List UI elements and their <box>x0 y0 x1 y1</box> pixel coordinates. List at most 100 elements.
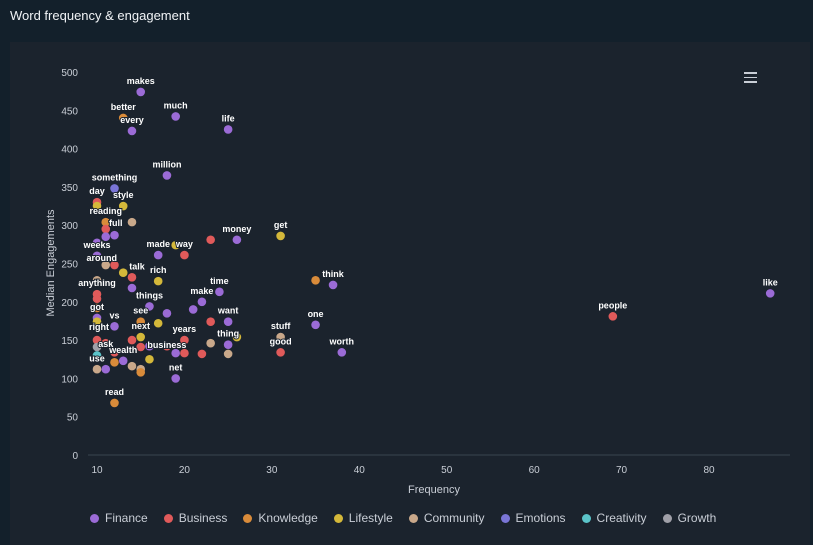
legend-item-creativity[interactable]: Creativity <box>581 511 647 525</box>
data-point-finance[interactable] <box>162 308 172 318</box>
data-point-finance[interactable] <box>127 126 137 136</box>
data-point-finance[interactable] <box>171 374 180 383</box>
data-point-finance[interactable] <box>127 283 137 293</box>
legend-item-knowledge[interactable]: Knowledge <box>243 511 318 525</box>
data-point-knowledge[interactable] <box>136 367 146 377</box>
data-point-knowledge[interactable] <box>311 276 320 285</box>
data-point-lifestyle[interactable] <box>118 201 128 211</box>
data-point-emotions[interactable] <box>110 184 119 193</box>
y-axis-title: Median Engagements <box>45 209 57 317</box>
data-point-finance[interactable] <box>118 356 128 366</box>
chart-menu-icon[interactable] <box>744 72 757 86</box>
data-point-finance[interactable] <box>328 280 338 290</box>
x-tick-label: 80 <box>703 465 715 476</box>
data-point-finance[interactable] <box>223 340 233 349</box>
data-point-finance[interactable] <box>110 322 119 331</box>
data-point-finance[interactable] <box>153 250 163 260</box>
data-point-finance[interactable] <box>145 302 154 311</box>
data-point-knowledge[interactable] <box>110 358 119 367</box>
data-point-knowledge[interactable] <box>136 317 146 327</box>
data-point-finance[interactable] <box>136 87 146 97</box>
data-point-finance[interactable] <box>337 348 347 357</box>
data-point-finance[interactable] <box>232 235 242 245</box>
data-point-lifestyle[interactable] <box>153 276 163 286</box>
data-point-lifestyle[interactable] <box>92 317 102 327</box>
data-point-finance[interactable] <box>101 364 111 374</box>
data-point-business[interactable] <box>136 342 146 352</box>
data-point-knowledge[interactable] <box>101 217 111 227</box>
data-point-finance[interactable] <box>101 232 111 241</box>
data-point-growth[interactable] <box>92 342 102 352</box>
data-point-lifestyle[interactable] <box>136 332 146 342</box>
data-label: ask <box>98 339 114 349</box>
data-point-community[interactable] <box>206 338 215 348</box>
data-point-business[interactable] <box>608 312 618 321</box>
data-point-business[interactable] <box>127 335 137 345</box>
data-point-business[interactable] <box>180 348 189 358</box>
data-point-community[interactable] <box>276 332 285 342</box>
data-point-knowledge[interactable] <box>92 303 102 313</box>
legend-item-lifestyle[interactable]: Lifestyle <box>333 511 393 525</box>
data-point-business[interactable] <box>110 260 119 270</box>
data-point-knowledge[interactable] <box>110 398 119 408</box>
data-point-finance[interactable] <box>215 287 224 297</box>
data-point-finance[interactable] <box>311 320 320 330</box>
data-label: better <box>111 102 137 112</box>
data-point-business[interactable] <box>162 341 172 351</box>
legend-item-finance[interactable]: Finance <box>90 511 148 525</box>
data-point-lifestyle[interactable] <box>276 231 285 241</box>
data-point-business[interactable] <box>197 349 207 359</box>
legend: Finance Business Knowledge Lifestyle Communi… <box>90 511 716 525</box>
data-point-community[interactable] <box>92 276 102 285</box>
data-point-knowledge[interactable] <box>118 113 128 123</box>
data-point-community[interactable] <box>127 361 137 371</box>
data-point-business[interactable] <box>92 335 102 345</box>
legend-label: Knowledge <box>258 511 318 525</box>
data-point-business[interactable] <box>92 294 102 304</box>
data-point-business[interactable] <box>101 338 111 348</box>
data-point-lifestyle[interactable] <box>153 318 163 328</box>
data-point-community[interactable] <box>92 364 102 374</box>
data-point-community[interactable] <box>223 349 233 359</box>
legend-item-community[interactable]: Community <box>408 511 485 525</box>
data-point-finance[interactable] <box>145 341 154 351</box>
data-point-finance[interactable] <box>171 348 180 358</box>
data-point-business[interactable] <box>110 348 119 357</box>
data-label: something <box>92 172 138 182</box>
data-point-finance[interactable] <box>171 112 180 121</box>
y-tick-label: 50 <box>67 413 79 424</box>
data-point-business[interactable] <box>206 317 215 327</box>
data-point-finance[interactable] <box>223 125 233 134</box>
data-point-business[interactable] <box>101 224 111 234</box>
data-point-finance[interactable] <box>765 289 775 298</box>
data-point-lifestyle[interactable] <box>118 268 128 277</box>
data-point-finance[interactable] <box>110 230 119 240</box>
data-point-business[interactable] <box>180 250 189 260</box>
data-point-lifestyle[interactable] <box>145 354 154 364</box>
data-point-lifestyle[interactable] <box>232 332 242 342</box>
data-point-finance[interactable] <box>162 171 172 180</box>
data-point-business[interactable] <box>180 335 189 345</box>
data-point-finance[interactable] <box>197 297 207 307</box>
legend-item-emotions[interactable]: Emotions <box>500 511 566 525</box>
data-point-community[interactable] <box>127 217 137 227</box>
data-point-creativity[interactable] <box>92 351 102 360</box>
legend-marker <box>500 513 510 523</box>
data-point-finance[interactable] <box>92 251 102 261</box>
data-label: want <box>217 306 239 316</box>
data-point-business[interactable] <box>276 348 285 357</box>
data-label: day <box>89 186 105 196</box>
data-point-business[interactable] <box>206 235 215 245</box>
data-point-lifestyle[interactable] <box>92 201 102 211</box>
y-tick-label: 150 <box>61 336 78 347</box>
x-tick-label: 70 <box>616 465 628 476</box>
data-point-finance[interactable] <box>92 238 102 248</box>
data-point-finance[interactable] <box>188 305 198 314</box>
legend-label: Emotions <box>515 511 566 525</box>
legend-item-growth[interactable]: Growth <box>662 511 716 525</box>
data-point-community[interactable] <box>101 260 111 270</box>
data-point-finance[interactable] <box>223 317 233 327</box>
data-point-business[interactable] <box>127 272 137 282</box>
legend-item-business[interactable]: Business <box>163 511 227 525</box>
data-point-lifestyle[interactable] <box>171 240 180 250</box>
